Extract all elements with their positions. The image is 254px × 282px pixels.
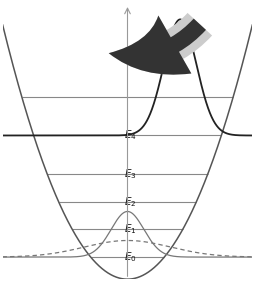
Text: E$_3$: E$_3$ [124, 167, 137, 181]
Text: E$_4$: E$_4$ [124, 129, 137, 142]
FancyArrowPatch shape [108, 16, 205, 75]
Text: E$_2$: E$_2$ [124, 195, 136, 209]
Text: E$_1$: E$_1$ [124, 222, 136, 236]
FancyArrowPatch shape [108, 13, 211, 75]
Text: E$_0$: E$_0$ [124, 250, 137, 264]
